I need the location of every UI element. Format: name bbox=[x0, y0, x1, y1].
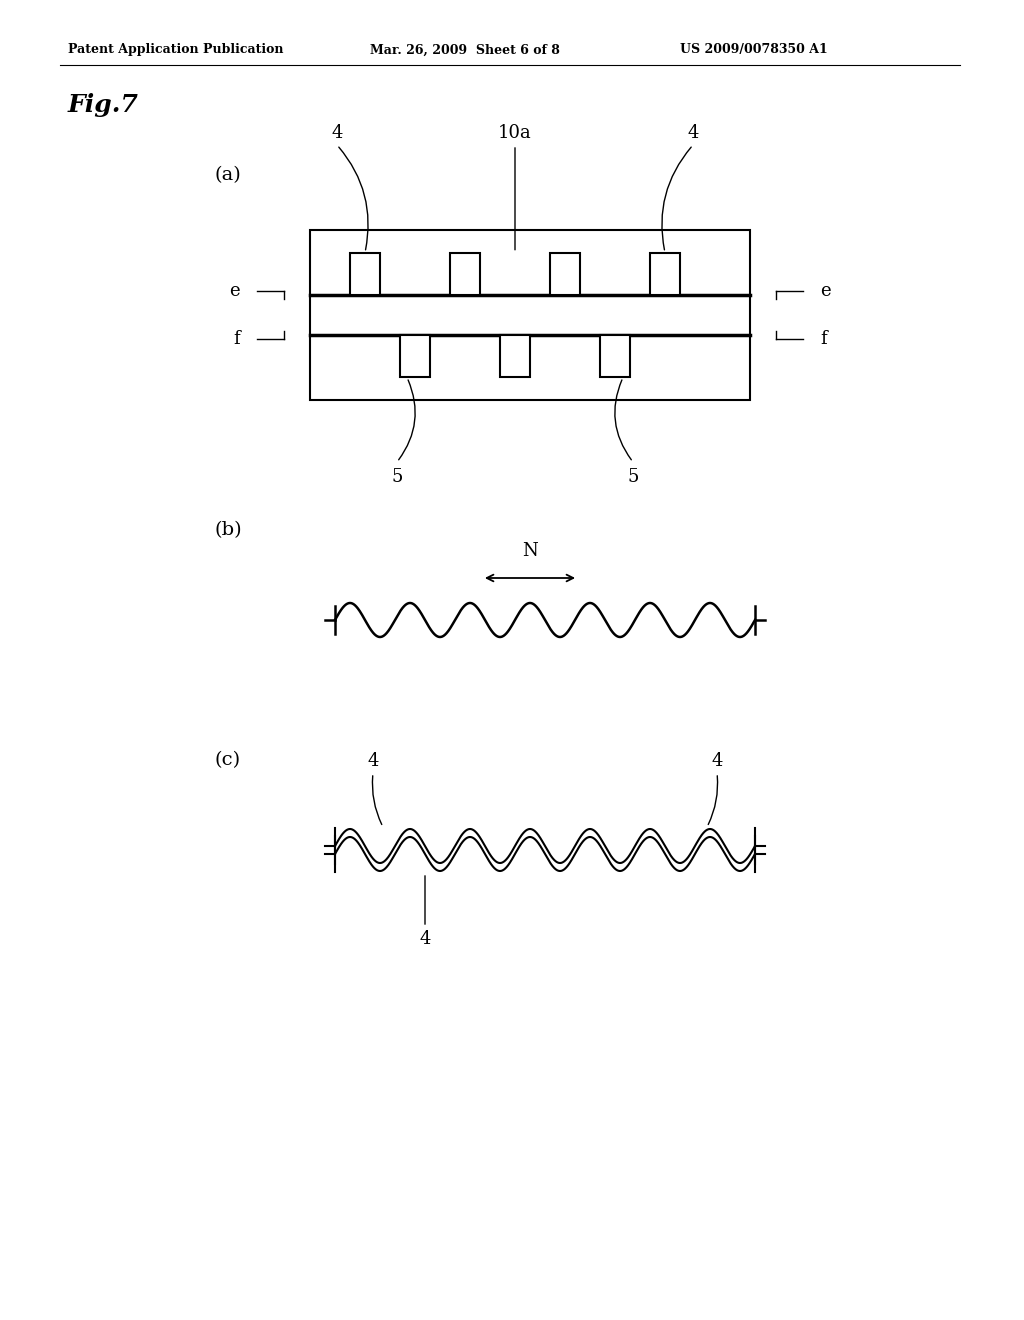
Text: N: N bbox=[522, 543, 538, 560]
Text: Mar. 26, 2009  Sheet 6 of 8: Mar. 26, 2009 Sheet 6 of 8 bbox=[370, 44, 560, 57]
Text: f: f bbox=[820, 330, 826, 348]
Text: 4: 4 bbox=[368, 752, 379, 770]
Text: e: e bbox=[820, 281, 830, 300]
Text: e: e bbox=[229, 281, 240, 300]
Text: 4: 4 bbox=[712, 752, 723, 770]
Bar bbox=[650, 252, 680, 294]
Bar bbox=[600, 335, 630, 378]
Bar bbox=[550, 252, 580, 294]
Text: 4: 4 bbox=[687, 124, 698, 143]
Bar bbox=[500, 335, 530, 378]
Text: (b): (b) bbox=[215, 521, 243, 539]
Text: US 2009/0078350 A1: US 2009/0078350 A1 bbox=[680, 44, 827, 57]
Text: Fig.7: Fig.7 bbox=[68, 92, 139, 117]
Bar bbox=[310, 230, 750, 400]
Text: 4: 4 bbox=[332, 124, 343, 143]
Bar bbox=[450, 252, 480, 294]
Bar bbox=[400, 335, 430, 378]
Text: f: f bbox=[233, 330, 240, 348]
Text: 5: 5 bbox=[391, 469, 402, 486]
Text: 10a: 10a bbox=[498, 124, 531, 143]
Text: (a): (a) bbox=[215, 166, 242, 183]
Text: Patent Application Publication: Patent Application Publication bbox=[68, 44, 284, 57]
Text: 5: 5 bbox=[628, 469, 639, 486]
Text: (c): (c) bbox=[215, 751, 241, 770]
Bar bbox=[350, 252, 380, 294]
Text: 4: 4 bbox=[419, 931, 431, 948]
